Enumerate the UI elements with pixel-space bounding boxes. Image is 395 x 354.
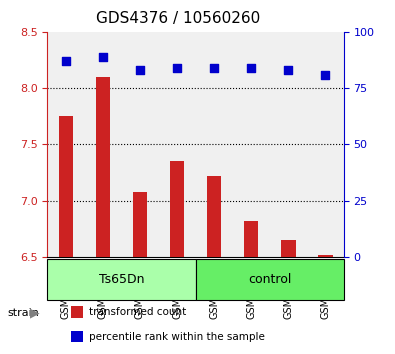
Text: strain: strain xyxy=(8,308,40,318)
Text: Ts65Dn: Ts65Dn xyxy=(99,273,144,286)
FancyBboxPatch shape xyxy=(47,259,196,300)
Bar xyxy=(96,77,110,257)
Point xyxy=(174,65,180,71)
Point xyxy=(137,67,143,73)
Point xyxy=(63,58,69,64)
Point xyxy=(285,67,291,73)
Point xyxy=(211,65,217,71)
Point xyxy=(248,65,254,71)
Text: GDS4376 / 10560260: GDS4376 / 10560260 xyxy=(96,11,260,25)
Bar xyxy=(244,221,258,257)
Bar xyxy=(169,161,184,257)
Bar xyxy=(207,176,222,257)
Bar xyxy=(133,192,147,257)
Bar xyxy=(58,116,73,257)
FancyBboxPatch shape xyxy=(196,259,344,300)
Point xyxy=(100,54,106,59)
Bar xyxy=(281,240,295,257)
Text: percentile rank within the sample: percentile rank within the sample xyxy=(89,332,265,342)
Bar xyxy=(71,307,83,318)
Text: transformed count: transformed count xyxy=(89,307,186,317)
Text: ▶: ▶ xyxy=(30,307,39,320)
Text: control: control xyxy=(248,273,291,286)
Point xyxy=(322,72,328,78)
Bar xyxy=(318,255,333,257)
Bar xyxy=(71,331,83,342)
